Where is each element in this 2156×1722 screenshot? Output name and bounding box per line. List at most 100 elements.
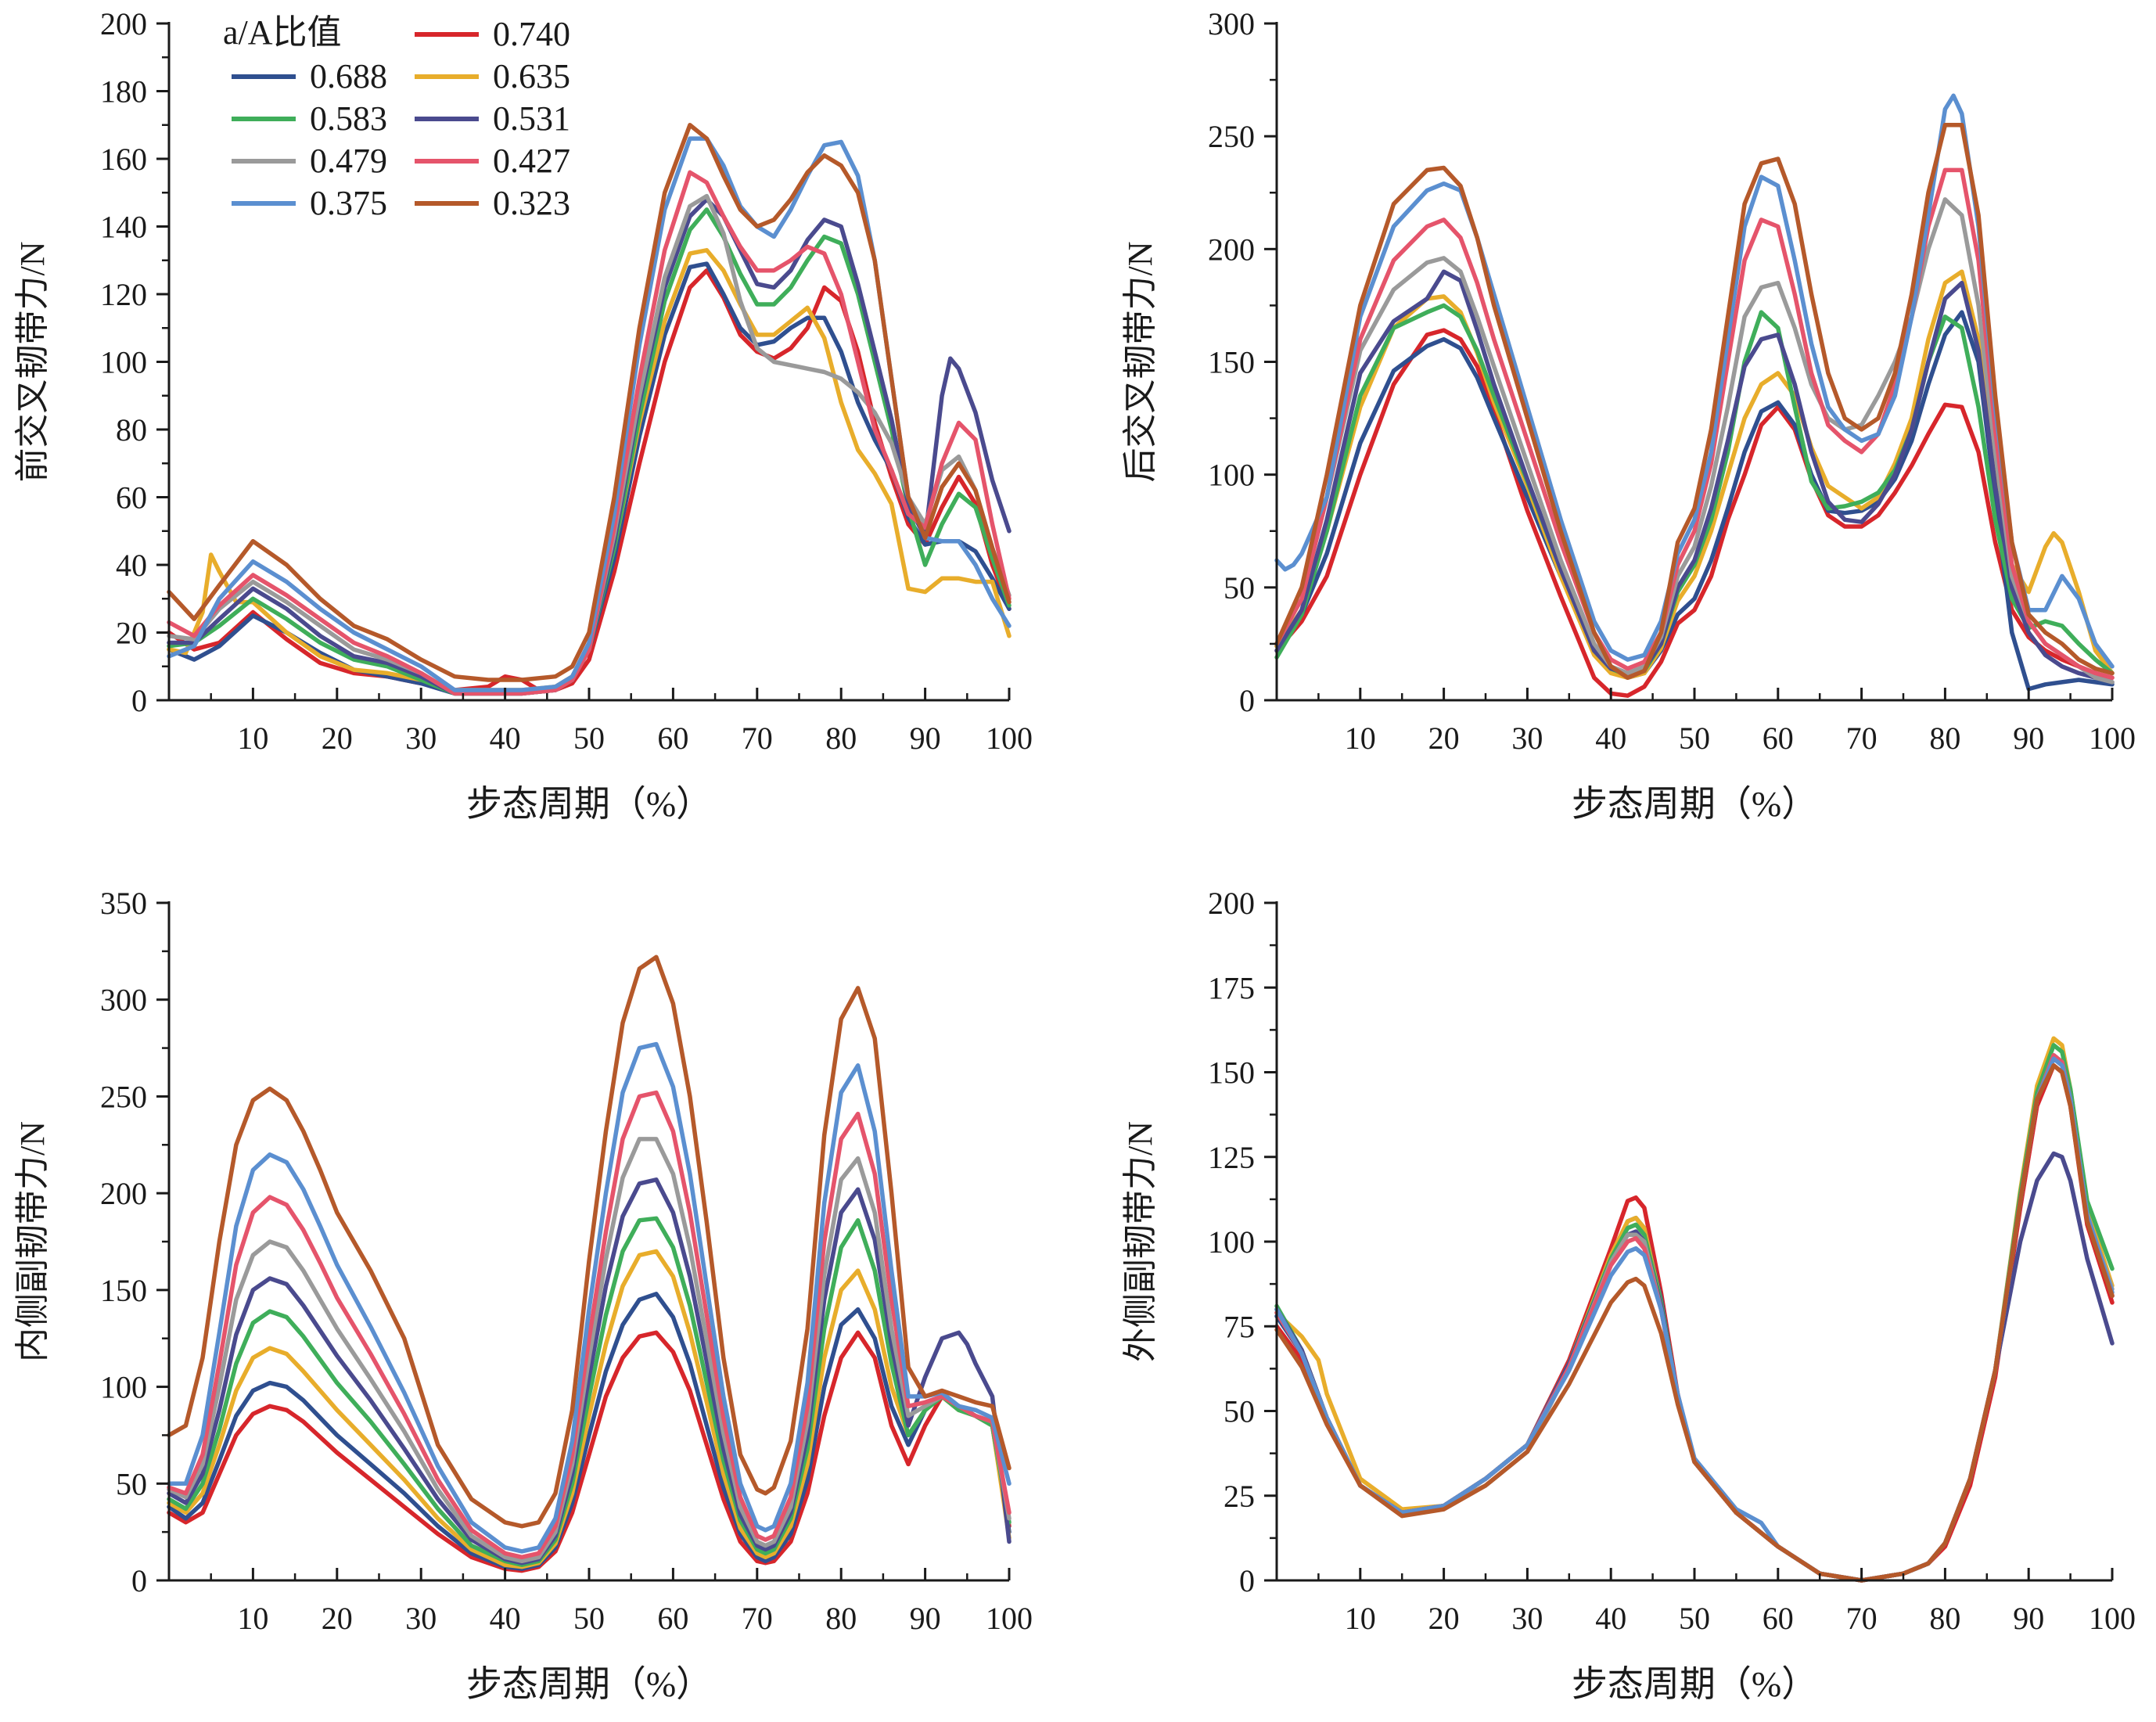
x-tick-label: 20	[322, 721, 353, 756]
y-tick-label: 120	[100, 277, 147, 312]
series-line-0.583	[167, 1216, 1012, 1567]
y-tick-label: 50	[116, 1466, 147, 1501]
x-tick-label: 20	[1428, 721, 1460, 756]
series-line-0.427	[167, 170, 1012, 696]
x-tick-label: 30	[1511, 721, 1543, 756]
x-tick-label: 70	[1846, 721, 1878, 756]
series-line-0.635	[1274, 1036, 2115, 1583]
x-tick-label: 10	[1345, 721, 1376, 756]
legend-label: 0.375	[310, 184, 387, 222]
chart-lcl: 0 25 50 75 100 125 150 175 200 10 20 30 40 50 60 70 80 90…	[1121, 886, 2136, 1704]
x-tick-label: 10	[237, 721, 268, 756]
y-tick-label: 40	[116, 548, 147, 583]
y-tick-label: 50	[1224, 570, 1255, 606]
y-axis-title: 内侧副韧带力/N	[13, 1121, 52, 1362]
y-tick-label: 100	[1208, 1224, 1255, 1260]
x-tick-label: 90	[2013, 1601, 2044, 1636]
legend-label: 0.531	[493, 99, 570, 138]
y-tick-label: 125	[1208, 1140, 1255, 1175]
series-line-0.635	[167, 1249, 1012, 1569]
y-tick-label: 60	[116, 480, 147, 516]
series-line-0.688	[1274, 1053, 2115, 1583]
chart-pcl: 0 50 100 150 200 250 300 10 20 30 40 50 60 70 80 90 100 后…	[1121, 6, 2136, 824]
x-tick-label: 50	[1679, 1601, 1710, 1636]
x-tick-label: 30	[405, 1601, 437, 1636]
series-line-0.427	[167, 1090, 1012, 1560]
y-tick-label: 150	[1208, 1055, 1255, 1091]
x-tick-label: 100	[2089, 1601, 2136, 1636]
x-tick-label: 90	[910, 1601, 941, 1636]
series-line-0.688	[167, 1292, 1012, 1571]
y-tick-label: 180	[100, 74, 147, 110]
series-line-0.427	[1274, 167, 2115, 680]
legend-label: 0.479	[310, 142, 387, 180]
x-tick-label: 40	[1595, 1601, 1626, 1636]
y-axis-title: 前交叉韧带力/N	[13, 242, 52, 483]
y-axis-title: 外侧副韧带力/N	[1121, 1121, 1159, 1362]
y-tick-label: 300	[1208, 6, 1255, 41]
x-tick-label: 30	[405, 721, 437, 756]
x-tick-label: 40	[490, 1601, 521, 1636]
series-line-0.740	[1274, 328, 2115, 698]
x-axis-title: 步态周期（%）	[1572, 1664, 1817, 1704]
y-tick-label: 250	[1208, 119, 1255, 154]
y-tick-label: 80	[116, 412, 147, 448]
x-tick-label: 90	[910, 721, 941, 756]
y-tick-label: 0	[1239, 1563, 1255, 1598]
series-line-0.740	[167, 1330, 1012, 1573]
x-tick-label: 50	[573, 721, 605, 756]
chart-mcl: 0 50 100 150 200 250 300 350 10 20 30 40 50 60 70 80 90 1…	[13, 886, 1033, 1704]
x-tick-label: 60	[657, 1601, 688, 1636]
y-tick-label: 350	[100, 886, 147, 921]
x-tick-label: 40	[490, 721, 521, 756]
y-tick-label: 100	[1208, 458, 1255, 493]
y-tick-label: 0	[131, 1563, 147, 1598]
x-tick-label: 100	[986, 1601, 1033, 1636]
y-tick-label: 0	[131, 683, 147, 718]
x-tick-label: 20	[322, 1601, 353, 1636]
series-line-0.531	[167, 1177, 1012, 1566]
x-tick-label: 60	[1763, 1601, 1794, 1636]
x-tick-label: 10	[237, 1601, 268, 1636]
series-line-0.323	[1274, 1063, 2115, 1583]
y-tick-label: 150	[100, 1273, 147, 1308]
x-axis-title: 步态周期（%）	[466, 784, 712, 824]
series-line-0.531	[1274, 269, 2115, 685]
y-tick-label: 250	[100, 1079, 147, 1114]
chart-acl: 0 20 40 60 80 100 120 140 160 180 200 10 20 30 40 50 60 7…	[13, 6, 1033, 824]
y-tick-label: 25	[1224, 1479, 1255, 1514]
y-tick-label: 0	[1239, 683, 1255, 718]
x-tick-label: 60	[657, 721, 688, 756]
y-tick-label: 75	[1224, 1309, 1255, 1344]
x-tick-label: 50	[1679, 721, 1710, 756]
x-tick-label: 100	[2089, 721, 2136, 756]
legend-title: a/A比值	[223, 13, 342, 52]
y-tick-label: 200	[100, 1176, 147, 1211]
y-tick-label: 200	[1208, 232, 1255, 267]
series-line-0.740	[1274, 1063, 2115, 1583]
x-tick-label: 80	[825, 1601, 857, 1636]
series-line-0.323	[167, 123, 1012, 682]
series-line-0.479	[167, 1137, 1012, 1564]
series-line-0.583	[1274, 303, 2115, 678]
legend-label: 0.635	[493, 57, 570, 95]
series-line-0.479	[1274, 197, 2115, 685]
legend-label: 0.323	[493, 184, 570, 222]
series-line-0.583	[1274, 1043, 2115, 1583]
y-tick-label: 150	[1208, 345, 1255, 380]
y-tick-label: 175	[1208, 970, 1255, 1005]
x-tick-label: 20	[1428, 1601, 1460, 1636]
y-tick-label: 140	[100, 210, 147, 245]
x-tick-label: 60	[1763, 721, 1794, 756]
y-axis-title: 后交叉韧带力/N	[1121, 242, 1159, 483]
series-line-0.427	[1274, 1053, 2115, 1583]
x-axis-title: 步态周期（%）	[1572, 784, 1817, 824]
series-line-0.375	[167, 1041, 1012, 1554]
x-axis-title: 步态周期（%）	[466, 1664, 712, 1704]
legend-label: 0.688	[310, 57, 387, 95]
legend-label: 0.427	[493, 142, 570, 180]
legend: a/A比值 0.740 0.688 0.635 0.583 0.531 0.479 0.42…	[223, 13, 570, 222]
x-tick-label: 80	[1929, 1601, 1960, 1636]
series-line-0.479	[1274, 1053, 2115, 1583]
